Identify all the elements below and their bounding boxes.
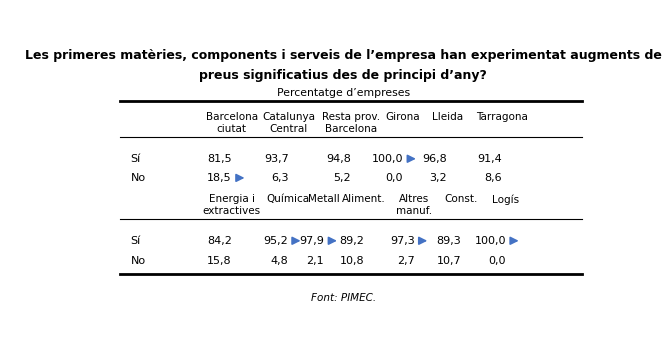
- Text: 10,7: 10,7: [437, 256, 461, 266]
- Text: Energia i
extractives: Energia i extractives: [202, 194, 261, 216]
- Text: 2,1: 2,1: [307, 256, 324, 266]
- Text: Les primeres matèries, components i serveis de l’empresa han experimentat augmen: Les primeres matèries, components i serv…: [25, 49, 662, 62]
- Text: No: No: [131, 173, 145, 183]
- Text: 97,9: 97,9: [299, 236, 324, 246]
- Text: Química: Química: [266, 194, 310, 204]
- Text: 97,3: 97,3: [390, 236, 415, 246]
- Text: 95,2: 95,2: [263, 236, 288, 246]
- Text: Metall: Metall: [308, 194, 340, 204]
- Text: Tarragona: Tarragona: [476, 112, 528, 122]
- Text: preus significatius des de principi d’any?: preus significatius des de principi d’an…: [200, 69, 487, 82]
- Text: 4,8: 4,8: [270, 256, 288, 266]
- Text: 0,0: 0,0: [386, 173, 403, 183]
- Text: 15,8: 15,8: [207, 256, 232, 266]
- Text: Sí: Sí: [131, 236, 141, 246]
- Text: Resta prov.
Barcelona: Resta prov. Barcelona: [322, 112, 381, 134]
- Text: 18,5: 18,5: [207, 173, 232, 183]
- Text: 93,7: 93,7: [264, 154, 289, 164]
- Text: 89,3: 89,3: [436, 236, 461, 246]
- Text: 0,0: 0,0: [488, 256, 506, 266]
- Text: Const.: Const.: [445, 194, 478, 204]
- Text: 94,8: 94,8: [326, 154, 351, 164]
- Text: 3,2: 3,2: [429, 173, 448, 183]
- Text: Altres
manuf.: Altres manuf.: [397, 194, 433, 216]
- Text: 84,2: 84,2: [207, 236, 232, 246]
- Text: 81,5: 81,5: [207, 154, 232, 164]
- Text: 100,0: 100,0: [372, 154, 403, 164]
- Text: 8,6: 8,6: [484, 173, 502, 183]
- Text: 2,7: 2,7: [397, 256, 415, 266]
- Text: 6,3: 6,3: [271, 173, 289, 183]
- Text: Lleida: Lleida: [431, 112, 463, 122]
- Text: 10,8: 10,8: [340, 256, 364, 266]
- Text: 89,2: 89,2: [339, 236, 364, 246]
- Text: Font: PIMEC.: Font: PIMEC.: [311, 293, 376, 303]
- Text: 96,8: 96,8: [423, 154, 448, 164]
- Text: Percentatge d’empreses: Percentatge d’empreses: [277, 88, 410, 98]
- Text: Aliment.: Aliment.: [342, 194, 386, 204]
- Text: No: No: [131, 256, 145, 266]
- Text: Barcelona
ciutat: Barcelona ciutat: [206, 112, 258, 134]
- Text: 91,4: 91,4: [477, 154, 502, 164]
- Text: Girona: Girona: [386, 112, 420, 122]
- Text: Catalunya
Central: Catalunya Central: [263, 112, 316, 134]
- Text: 100,0: 100,0: [474, 236, 506, 246]
- Text: Sí: Sí: [131, 154, 141, 164]
- Text: Logís: Logís: [492, 194, 519, 205]
- Text: 5,2: 5,2: [334, 173, 351, 183]
